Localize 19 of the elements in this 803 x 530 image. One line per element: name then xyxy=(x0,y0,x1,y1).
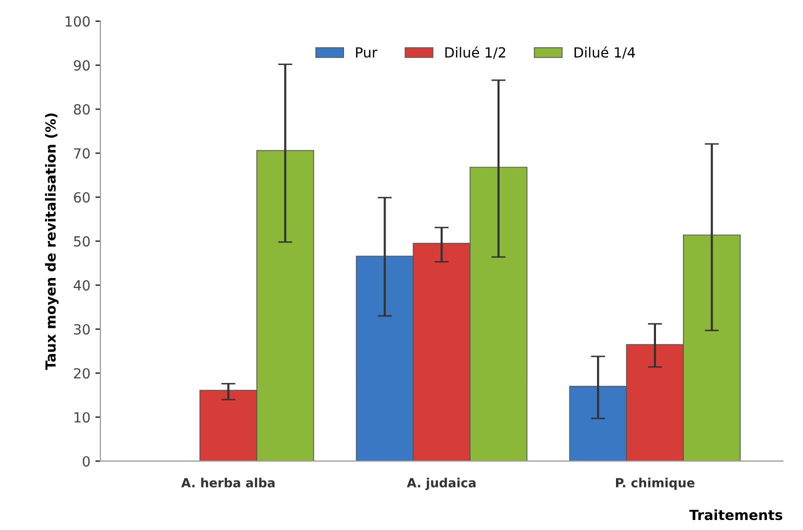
y-tick-label: 20 xyxy=(74,368,90,379)
x-tick-label: A. herba alba xyxy=(181,478,275,488)
legend-label: Pur xyxy=(356,47,378,58)
y-tick-label: 50 xyxy=(74,236,90,247)
y-tick-label: 0 xyxy=(82,456,90,467)
y-tick-label: 70 xyxy=(74,148,90,159)
x-axis-title: Traitements xyxy=(689,509,782,520)
y-tick-label: 90 xyxy=(74,60,90,71)
y-tick-label: 40 xyxy=(74,280,90,291)
x-tick-label: A. judaica xyxy=(406,478,476,490)
y-tick-label: 100 xyxy=(66,16,90,27)
legend-label: Dilué 1/4 xyxy=(574,46,635,59)
legend-label: Dilué 1/2 xyxy=(445,46,506,59)
y-tick-label: 30 xyxy=(74,324,90,335)
y-axis-title: Taux moyen de revitalisation (%) xyxy=(45,114,59,370)
y-tick-label: 10 xyxy=(74,412,90,423)
x-tick-label: P. chimique xyxy=(616,478,694,490)
y-tick-label: 60 xyxy=(74,192,90,203)
y-tick-label: 80 xyxy=(74,104,90,115)
